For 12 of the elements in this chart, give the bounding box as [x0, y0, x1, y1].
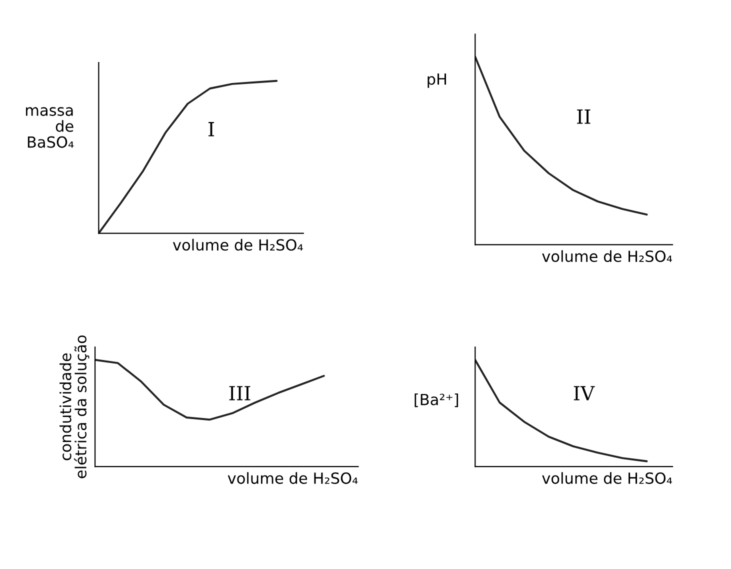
y-axis-title: massa de BaSO₄ [26, 107, 74, 148]
x-axis-title: volume de H₂SO₄ [542, 472, 672, 484]
annotation: III [229, 386, 250, 400]
annotation: II [577, 110, 590, 124]
y-axis-title: [Ba²⁺] [414, 393, 458, 408]
y-axis-title: pH [428, 74, 446, 88]
annotation: I [208, 122, 214, 136]
x-axis-title: volume de H₂SO₄ [542, 250, 672, 262]
x-axis-title: volume de H₂SO₄ [172, 238, 303, 251]
annotation: IV [574, 386, 595, 400]
y-axis-title: condutividade elétrica da solução [60, 335, 90, 478]
x-axis-title: volume de H₂SO₄ [228, 472, 358, 484]
